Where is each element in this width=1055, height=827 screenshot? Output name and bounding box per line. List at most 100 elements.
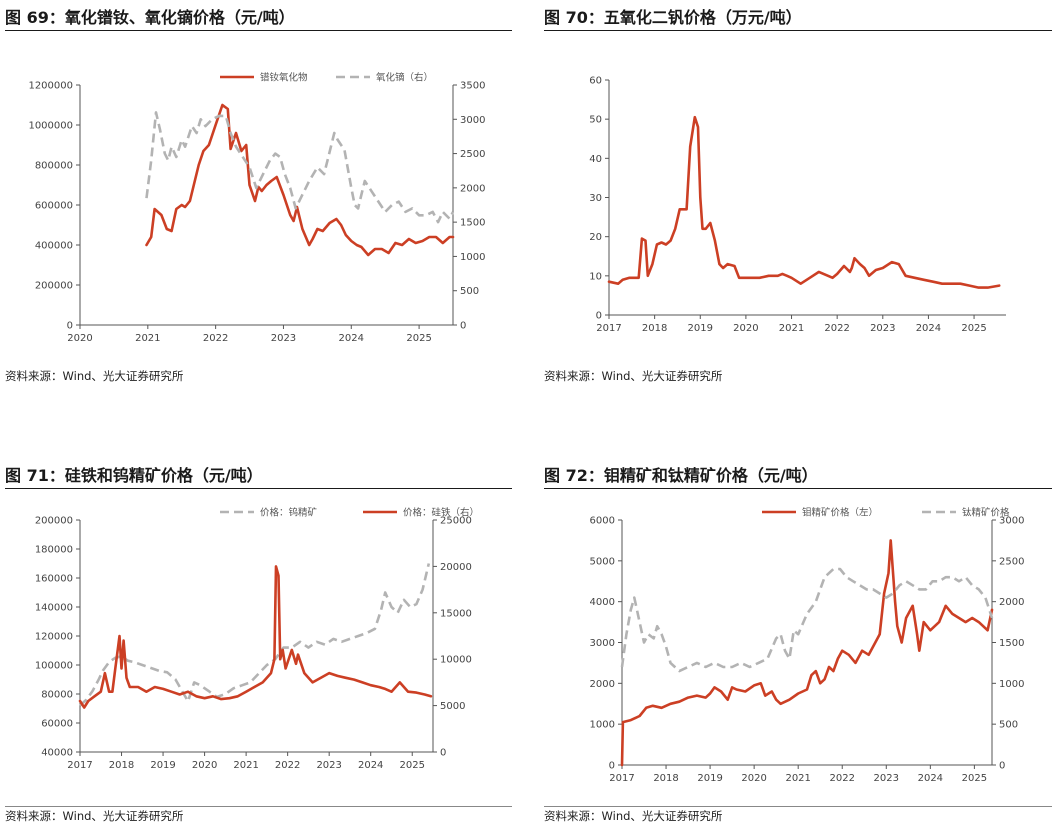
x-tick-label: 2024 xyxy=(918,773,943,784)
y-tick-label-left: 40000 xyxy=(41,748,73,759)
y-tick-label-right: 0 xyxy=(460,321,466,332)
y-tick-label-right: 500 xyxy=(460,286,479,297)
bottom-rule xyxy=(5,806,512,807)
x-tick-label: 2020 xyxy=(192,760,217,771)
bottom-rule xyxy=(544,806,1052,807)
y-tick-label-right: 1000 xyxy=(460,252,485,263)
y-tick-label-left: 60 xyxy=(589,76,602,87)
source-note: 资料来源：Wind、光大证券研究所 xyxy=(544,369,723,383)
chart-plot: 0 1000 2000 3000 4000 5000 6000 0 500 1000 1500 200… xyxy=(590,507,1025,785)
x-tick-label: 2024 xyxy=(358,760,383,771)
legend-label: 氧化镝（右） xyxy=(376,72,433,84)
x-tick-label: 2020 xyxy=(733,323,758,334)
x-tick-label: 2017 xyxy=(67,760,92,771)
y-tick-label-left: 100000 xyxy=(35,661,73,672)
y-tick-label-right: 500 xyxy=(999,720,1018,731)
x-tick-label: 2024 xyxy=(916,323,941,334)
x-tick-label: 2025 xyxy=(400,760,425,771)
chart-title: 图 70：五氧化二钒价格（万元/吨） xyxy=(544,8,802,27)
x-tick-label: 2022 xyxy=(203,333,228,344)
x-tick-label: 2021 xyxy=(779,323,804,334)
x-tick-label: 2025 xyxy=(961,323,986,334)
y-tick-label-left: 60000 xyxy=(41,719,73,730)
y-tick-label-left: 0 xyxy=(67,321,73,332)
y-tick-label-left: 800000 xyxy=(35,161,73,172)
source-note: 资料来源：Wind、光大证券研究所 xyxy=(5,369,184,383)
chart-title: 图 72：钼精矿和钛精矿价格（元/吨） xyxy=(544,466,818,485)
y-tick-label-left: 80000 xyxy=(41,690,73,701)
y-tick-label-right: 3000 xyxy=(460,115,485,126)
x-tick-label: 2019 xyxy=(150,760,175,771)
y-tick-label-left: 50 xyxy=(589,115,602,126)
x-tick-label: 2024 xyxy=(339,333,364,344)
y-tick-label-left: 200000 xyxy=(35,281,73,292)
legend-label: 价格：钨精矿 xyxy=(260,507,318,519)
y-tick-label-left: 30 xyxy=(589,193,602,204)
y-tick-label-left: 180000 xyxy=(35,545,73,556)
y-tick-label-left: 0 xyxy=(609,761,615,772)
legend-label: 钛精矿价格 xyxy=(962,507,1010,519)
y-tick-label-right: 5000 xyxy=(440,701,465,712)
title-rule xyxy=(544,488,1052,489)
y-tick-label-left: 0 xyxy=(596,311,602,322)
x-tick-label: 2021 xyxy=(233,760,258,771)
chart-panel-69: 图 69：氧化镨钕、氧化镝价格（元/吨） 0 200000 400000 600000… xyxy=(5,0,512,400)
y-tick-label-right: 3000 xyxy=(999,516,1024,527)
y-tick-label-right: 3500 xyxy=(460,81,485,92)
title-rule xyxy=(5,488,512,489)
y-tick-label-left: 4000 xyxy=(590,597,615,608)
legend-label: 价格：硅铁（右） xyxy=(403,507,479,519)
y-tick-label-right: 2000 xyxy=(460,183,485,194)
y-tick-label-left: 20 xyxy=(589,232,602,243)
x-tick-label: 2019 xyxy=(697,773,722,784)
series-line-secondary xyxy=(79,563,431,707)
title-rule xyxy=(544,30,1052,31)
series-line-primary xyxy=(145,103,455,257)
x-tick-label: 2022 xyxy=(275,760,300,771)
y-tick-label-right: 15000 xyxy=(440,608,472,619)
x-tick-label: 2020 xyxy=(741,773,766,784)
x-tick-label: 2020 xyxy=(67,333,92,344)
y-tick-label-left: 600000 xyxy=(35,201,73,212)
series-line-primary xyxy=(620,539,994,767)
x-tick-label: 2025 xyxy=(406,333,431,344)
chart-title: 图 71：硅铁和钨精矿价格（元/吨） xyxy=(5,466,263,485)
y-tick-label-right: 2000 xyxy=(999,597,1024,608)
series-line-primary xyxy=(607,115,1001,289)
source-note: 资料来源：Wind、光大证券研究所 xyxy=(5,809,184,823)
y-tick-label-left: 1000 xyxy=(590,720,615,731)
x-tick-label: 2018 xyxy=(653,773,678,784)
x-tick-label: 2023 xyxy=(870,323,895,334)
x-tick-label: 2023 xyxy=(874,773,899,784)
y-tick-label-left: 6000 xyxy=(590,516,615,527)
chart-title: 图 69：氧化镨钕、氧化镝价格（元/吨） xyxy=(5,8,295,27)
x-tick-label: 2018 xyxy=(109,760,134,771)
chart-plot: 0 200000 400000 600000 800000 1000000 1200000 0… xyxy=(28,72,485,345)
chart-panel-70: 图 70：五氧化二钒价格（万元/吨） 0 10 20 30 40 50 60 2017 2018… xyxy=(544,0,1052,400)
y-tick-label-right: 10000 xyxy=(440,655,472,666)
legend-label: 钼精矿价格（左） xyxy=(802,507,878,519)
y-tick-label-right: 2500 xyxy=(999,556,1024,567)
legend-label: 镨钕氧化物 xyxy=(260,72,308,84)
y-tick-label-left: 3000 xyxy=(590,638,615,649)
y-tick-label-left: 2000 xyxy=(590,679,615,690)
source-note: 资料来源：Wind、光大证券研究所 xyxy=(544,809,723,823)
x-tick-label: 2022 xyxy=(824,323,849,334)
y-tick-label-right: 0 xyxy=(999,761,1005,772)
y-tick-label-left: 5000 xyxy=(590,556,615,567)
y-tick-label-left: 40 xyxy=(589,154,602,165)
x-tick-label: 2023 xyxy=(316,760,341,771)
x-tick-label: 2018 xyxy=(642,323,667,334)
y-tick-label-right: 1500 xyxy=(999,638,1024,649)
x-tick-label: 2019 xyxy=(688,323,713,334)
y-tick-label-right: 20000 xyxy=(440,562,472,573)
series-line-secondary xyxy=(620,567,994,673)
x-tick-label: 2025 xyxy=(962,773,987,784)
y-tick-label-right: 1000 xyxy=(999,679,1024,690)
x-tick-label: 2017 xyxy=(609,773,634,784)
y-tick-label-left: 140000 xyxy=(35,603,73,614)
x-tick-label: 2021 xyxy=(135,333,160,344)
title-rule xyxy=(5,30,512,31)
y-tick-label-left: 1200000 xyxy=(28,81,73,92)
x-tick-label: 2022 xyxy=(830,773,855,784)
